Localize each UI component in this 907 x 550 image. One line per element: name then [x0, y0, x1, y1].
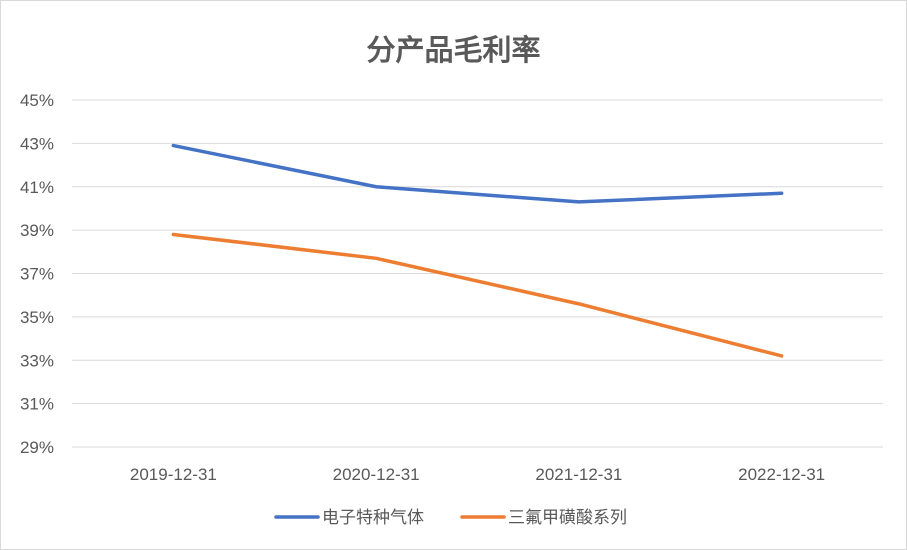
chart-title: 分产品毛利率 [366, 33, 541, 67]
legend-label: 电子特种气体 [322, 508, 424, 528]
legend: 电子特种气体 三氟甲磺酸系列 [274, 508, 627, 528]
y-tick-label: 31% [20, 395, 54, 414]
x-tick-label: 2021-12-31 [535, 465, 622, 484]
x-tick-label: 2022-12-31 [738, 465, 825, 484]
y-tick-label: 35% [20, 308, 54, 327]
y-tick-label: 45% [20, 91, 54, 110]
series-lines [171, 143, 784, 358]
x-tick-label: 2019-12-31 [130, 465, 217, 484]
x-tick-label: 2020-12-31 [333, 465, 420, 484]
y-tick-label: 43% [20, 134, 54, 153]
y-tick-label: 33% [20, 351, 54, 370]
series-line-1 [171, 143, 784, 204]
y-tick-label: 39% [20, 221, 54, 240]
y-tick-label: 41% [20, 178, 54, 197]
x-axis-ticks: 2019-12-31 2020-12-31 2021-12-31 2022-12-31 [130, 465, 825, 484]
y-axis-ticks: 29% 31% 33% 35% 37% 39% 41% 43% 45% [20, 91, 54, 457]
series-line-2 [171, 232, 784, 358]
gridlines [72, 99, 883, 448]
y-tick-label: 37% [20, 265, 54, 284]
legend-label: 三氟甲磺酸系列 [508, 508, 627, 528]
y-tick-label: 29% [20, 438, 54, 457]
